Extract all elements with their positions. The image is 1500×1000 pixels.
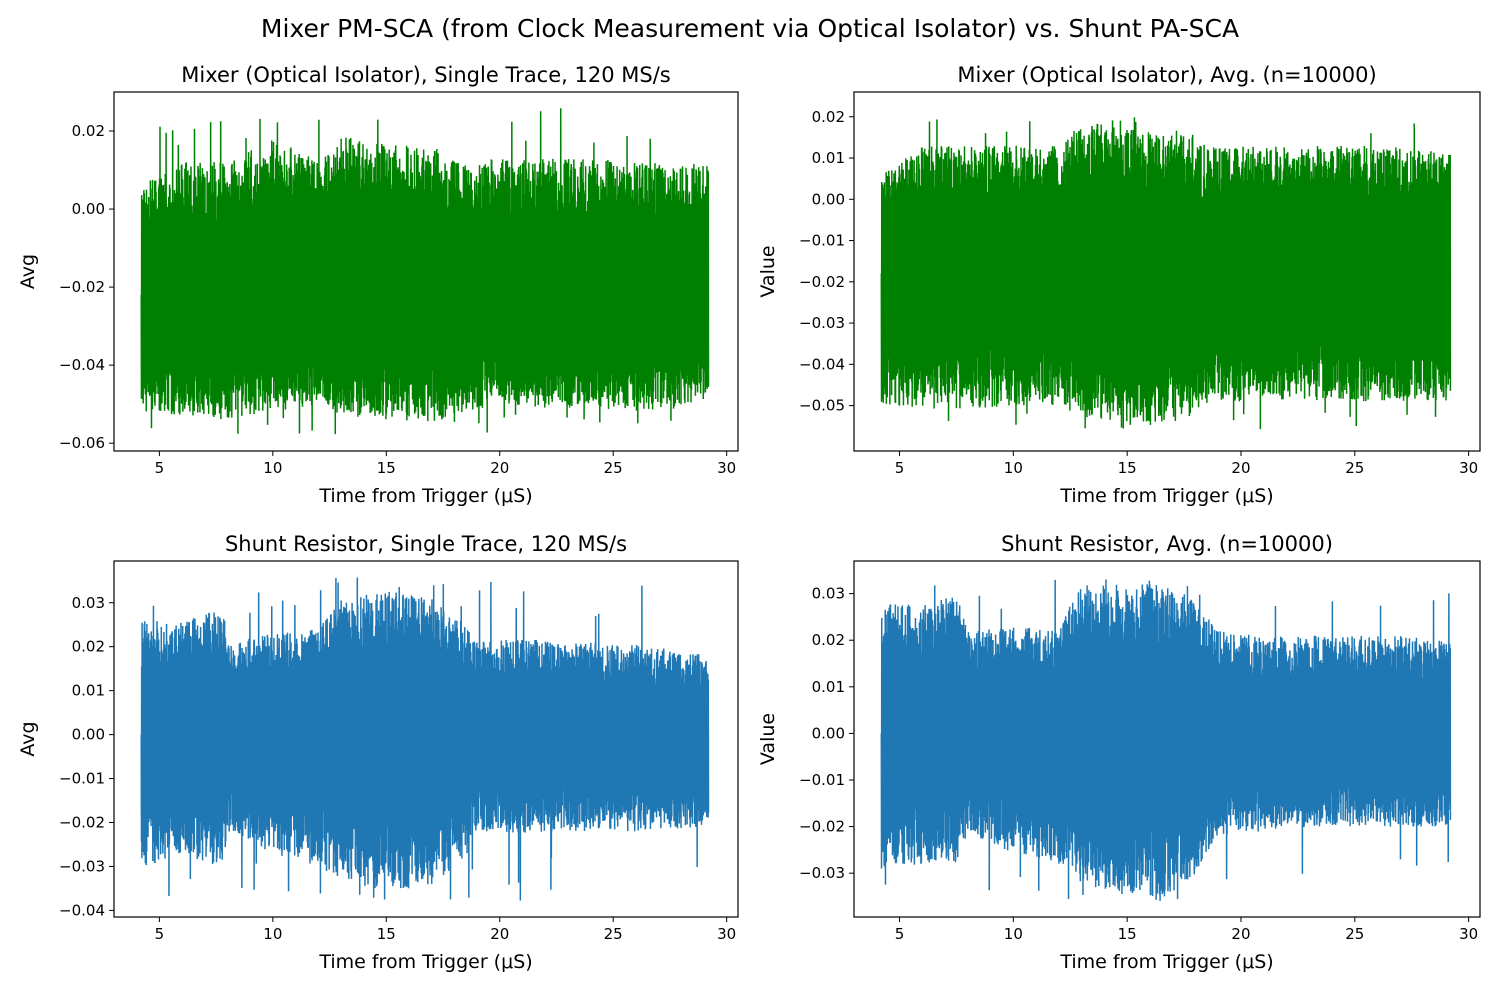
subplot-title: Mixer (Optical Isolator), Avg. (n=10000) bbox=[957, 63, 1376, 87]
x-tick-label: 20 bbox=[1231, 459, 1250, 477]
x-axis-label: Time from Trigger (μS) bbox=[1059, 485, 1273, 507]
x-axis-label: Time from Trigger (μS) bbox=[318, 951, 532, 973]
subplot-title: Mixer (Optical Isolator), Single Trace, … bbox=[181, 63, 670, 87]
x-tick-label: 5 bbox=[155, 925, 165, 943]
subplot-title: Shunt Resistor, Avg. (n=10000) bbox=[1001, 532, 1333, 556]
y-tick-label: 0.01 bbox=[812, 149, 845, 167]
x-tick-label: 10 bbox=[263, 459, 282, 477]
y-tick-label: −0.01 bbox=[799, 771, 845, 789]
figure-title: Mixer PM-SCA (from Clock Measurement via… bbox=[260, 14, 1240, 43]
x-tick-label: 10 bbox=[263, 925, 282, 943]
x-tick-label: 30 bbox=[717, 925, 736, 943]
y-axis-label: Value bbox=[757, 713, 779, 765]
y-tick-label: 0.00 bbox=[812, 190, 845, 208]
axes-frame bbox=[113, 91, 739, 452]
y-tick-label: −0.04 bbox=[59, 901, 105, 919]
x-tick-label: 30 bbox=[1459, 925, 1478, 943]
y-tick-label: 0.01 bbox=[72, 682, 105, 700]
x-tick-label: 15 bbox=[377, 459, 396, 477]
x-axis-label: Time from Trigger (μS) bbox=[318, 485, 532, 507]
x-axis-label: Time from Trigger (μS) bbox=[1059, 951, 1273, 973]
x-tick-label: 15 bbox=[1118, 925, 1137, 943]
subplot-3: 5 10 15 20 25 30 −0.04 −0.03 −0.02 −0.01 0.00 0.01 0… bbox=[17, 532, 739, 973]
series-line-shunt-avg bbox=[880, 579, 1452, 901]
x-tick-label: 20 bbox=[1231, 925, 1250, 943]
x-tick-label: 15 bbox=[1118, 459, 1137, 477]
y-tick-label: −0.04 bbox=[799, 355, 845, 373]
y-tick-label: 0.03 bbox=[72, 594, 105, 612]
y-tick-label: −0.02 bbox=[59, 278, 105, 296]
subplot-2: 5 10 15 20 25 30 −0.05 −0.04 −0.03 −0.02 −0.01 0.00… bbox=[757, 63, 1481, 507]
y-tick-label: −0.04 bbox=[59, 356, 105, 374]
y-tick-label: −0.01 bbox=[799, 232, 845, 250]
y-tick-label: −0.03 bbox=[59, 857, 105, 875]
x-tick-label: 15 bbox=[377, 925, 396, 943]
x-tick-label: 30 bbox=[717, 459, 736, 477]
y-tick-label: −0.01 bbox=[59, 770, 105, 788]
series-line-shunt-single bbox=[140, 577, 710, 901]
x-tick-label: 5 bbox=[895, 459, 905, 477]
y-axis-label: Avg bbox=[17, 721, 39, 756]
y-tick-label: −0.03 bbox=[799, 864, 845, 882]
y-tick-label: −0.05 bbox=[799, 397, 845, 415]
axes-frame bbox=[853, 91, 1481, 452]
y-tick-label: 0.02 bbox=[812, 108, 845, 126]
y-tick-label: −0.02 bbox=[799, 818, 845, 836]
axes-frame bbox=[853, 560, 1481, 918]
y-tick-label: 0.02 bbox=[72, 638, 105, 656]
x-tick-label: 10 bbox=[1004, 459, 1023, 477]
y-tick-label: 0.02 bbox=[72, 122, 105, 140]
x-tick-label: 5 bbox=[895, 925, 905, 943]
x-tick-label: 25 bbox=[604, 459, 623, 477]
y-tick-label: −0.02 bbox=[59, 814, 105, 832]
series-line-mixer-avg bbox=[880, 117, 1452, 430]
subplot-title: Shunt Resistor, Single Trace, 120 MS/s bbox=[225, 532, 627, 556]
y-tick-label: 0.03 bbox=[812, 585, 845, 603]
y-tick-label: 0.00 bbox=[72, 726, 105, 744]
x-tick-label: 25 bbox=[604, 925, 623, 943]
y-tick-label: −0.03 bbox=[799, 314, 845, 332]
subplot-1: 5 10 15 20 25 30 −0.06 −0.04 −0.02 0.00 0.02 Mixer … bbox=[17, 63, 739, 507]
y-axis-label: Value bbox=[757, 245, 779, 297]
x-tick-label: 5 bbox=[155, 459, 165, 477]
x-tick-label: 25 bbox=[1345, 459, 1364, 477]
y-tick-label: −0.06 bbox=[59, 434, 105, 452]
y-axis-label: Avg bbox=[17, 254, 39, 289]
y-tick-label: 0.00 bbox=[812, 724, 845, 742]
x-tick-label: 25 bbox=[1345, 925, 1364, 943]
axes-frame bbox=[113, 560, 739, 918]
x-tick-label: 20 bbox=[490, 925, 509, 943]
y-tick-label: 0.01 bbox=[812, 678, 845, 696]
x-tick-label: 30 bbox=[1459, 459, 1478, 477]
y-tick-label: −0.02 bbox=[799, 273, 845, 291]
subplot-4: 5 10 15 20 25 30 −0.03 −0.02 −0.01 0.00 0.01 0.02 0.… bbox=[757, 532, 1481, 973]
x-tick-label: 20 bbox=[490, 459, 509, 477]
y-tick-label: 0.00 bbox=[72, 200, 105, 218]
y-tick-label: 0.02 bbox=[812, 631, 845, 649]
x-tick-label: 10 bbox=[1004, 925, 1023, 943]
series-line-mixer-single bbox=[140, 108, 710, 435]
